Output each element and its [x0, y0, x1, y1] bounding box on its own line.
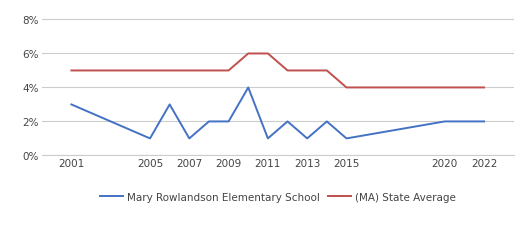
Mary Rowlandson Elementary School: [206, 120, 212, 123]
(MA) State Average: [147, 70, 153, 73]
Line: Mary Rowlandson Elementary School: Mary Rowlandson Elementary School: [71, 88, 484, 139]
(MA) State Average: [107, 70, 114, 73]
Mary Rowlandson Elementary School: [285, 120, 291, 123]
(MA) State Average: [206, 70, 212, 73]
Legend: Mary Rowlandson Elementary School, (MA) State Average: Mary Rowlandson Elementary School, (MA) …: [95, 188, 460, 206]
Mary Rowlandson Elementary School: [343, 137, 350, 140]
Mary Rowlandson Elementary School: [107, 120, 114, 123]
Line: (MA) State Average: (MA) State Average: [71, 54, 484, 88]
Mary Rowlandson Elementary School: [265, 137, 271, 140]
(MA) State Average: [245, 53, 252, 56]
(MA) State Average: [343, 87, 350, 90]
Mary Rowlandson Elementary School: [68, 104, 74, 106]
(MA) State Average: [265, 53, 271, 56]
Mary Rowlandson Elementary School: [245, 87, 252, 90]
Mary Rowlandson Elementary School: [324, 120, 330, 123]
(MA) State Average: [442, 87, 448, 90]
(MA) State Average: [186, 70, 192, 73]
Mary Rowlandson Elementary School: [225, 120, 232, 123]
Mary Rowlandson Elementary School: [304, 137, 310, 140]
Mary Rowlandson Elementary School: [167, 104, 173, 106]
Mary Rowlandson Elementary School: [442, 120, 448, 123]
Mary Rowlandson Elementary School: [481, 120, 487, 123]
(MA) State Average: [285, 70, 291, 73]
(MA) State Average: [324, 70, 330, 73]
(MA) State Average: [481, 87, 487, 90]
(MA) State Average: [225, 70, 232, 73]
(MA) State Average: [167, 70, 173, 73]
(MA) State Average: [304, 70, 310, 73]
Mary Rowlandson Elementary School: [186, 137, 192, 140]
(MA) State Average: [68, 70, 74, 73]
Mary Rowlandson Elementary School: [147, 137, 153, 140]
